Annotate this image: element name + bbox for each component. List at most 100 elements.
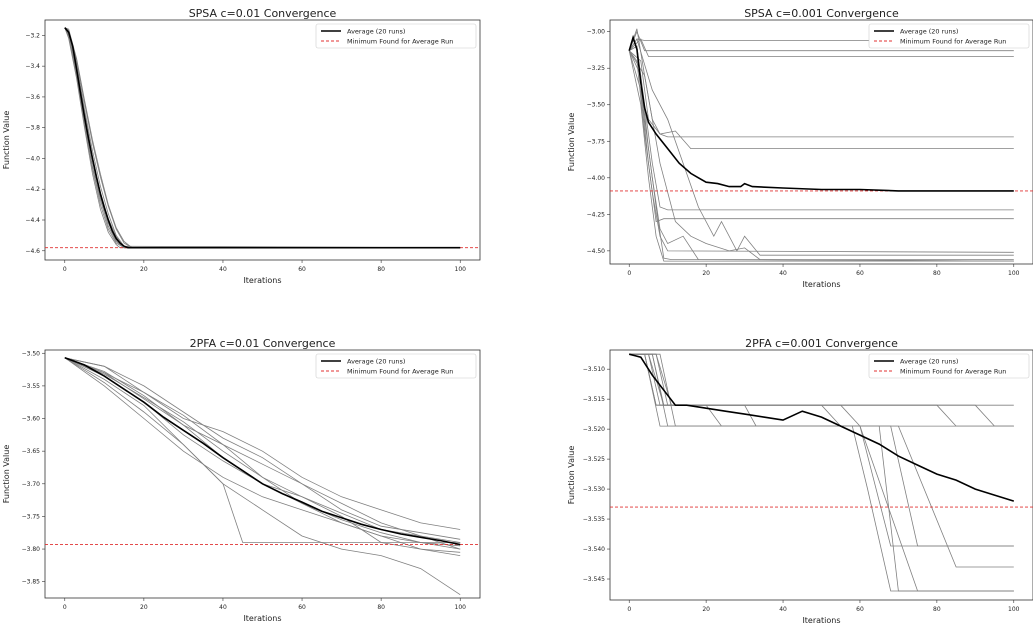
x-tick-label: 20 — [140, 266, 148, 273]
legend: Average (20 runs) Minimum Found for Avera… — [868, 23, 1030, 49]
legend-label: Minimum Found for Average Run — [347, 38, 453, 46]
plot-frame — [44, 19, 481, 261]
x-axis-label: Iterations — [243, 614, 281, 623]
run-series-line — [628, 50, 1014, 253]
x-axis-label: Iterations — [802, 280, 840, 289]
legend-box — [315, 353, 477, 379]
run-series-line — [64, 357, 461, 530]
average-series-line — [64, 357, 461, 546]
x-tick-label: 40 — [779, 606, 787, 613]
average-series-line — [64, 27, 461, 249]
chart-title: 2PFA c=0.001 Convergence — [745, 337, 898, 350]
x-tick-label: 40 — [219, 266, 227, 273]
y-axis-label: Function Value — [567, 446, 576, 505]
x-tick-label: 100 — [455, 604, 467, 611]
y-tick-label: −4.25 — [587, 211, 606, 218]
y-tick-label: −3.85 — [22, 579, 41, 586]
plot-frame — [609, 349, 1033, 601]
x-tick-label: 100 — [1008, 606, 1020, 613]
run-series-line — [64, 357, 461, 596]
run-series-line — [64, 27, 461, 249]
y-tick-label: −3.75 — [587, 138, 606, 145]
x-tick-label: 60 — [298, 266, 306, 273]
run-series-line — [64, 357, 461, 543]
plot-frame — [609, 19, 1033, 265]
x-axis-label: Iterations — [802, 616, 840, 624]
x-tick-label: 80 — [933, 606, 941, 613]
chart-panel-3: 2PFA c=0.01 Convergence Iterations Functio… — [2, 337, 481, 623]
y-axis-label: Function Value — [2, 445, 11, 504]
y-tick-label: −3.25 — [587, 65, 606, 72]
run-series-line — [64, 27, 461, 249]
run-series-line — [628, 50, 1014, 262]
legend-label: Average (20 runs) — [347, 358, 405, 366]
y-tick-label: −3.70 — [22, 481, 41, 488]
y-tick-label: −3.65 — [22, 448, 41, 455]
y-tick-label: −3.50 — [22, 350, 41, 357]
x-tick-label: 20 — [702, 270, 710, 277]
chart-panel-1: SPSA c=0.01 Convergence Iterations Functio… — [2, 7, 481, 285]
y-tick-label: −3.55 — [22, 383, 41, 390]
x-tick-label: 80 — [377, 266, 385, 273]
run-series-line — [64, 27, 461, 249]
average-series-line — [628, 34, 1014, 192]
x-tick-label: 80 — [933, 270, 941, 277]
run-series-line — [628, 38, 1014, 256]
run-series-line — [629, 353, 1014, 592]
y-tick-label: −3.4 — [25, 63, 40, 70]
x-tick-label: 0 — [627, 606, 631, 613]
run-series-line — [629, 353, 1014, 592]
y-tick-label: −4.4 — [25, 217, 40, 224]
average-series-line — [628, 353, 1015, 502]
y-tick-label: −4.2 — [25, 186, 40, 193]
legend-label: Average (20 runs) — [347, 28, 405, 36]
y-tick-label: −3.545 — [583, 576, 605, 583]
x-tick-label: 80 — [377, 604, 385, 611]
y-tick-label: −4.00 — [587, 175, 606, 182]
plot-area — [45, 27, 480, 249]
x-tick-label: 60 — [298, 604, 306, 611]
y-tick-label: −3.2 — [25, 32, 40, 39]
y-tick-label: −3.8 — [25, 125, 40, 132]
run-series-line — [628, 50, 1014, 260]
legend: Average (20 runs) Minimum Found for Avera… — [315, 23, 477, 49]
legend-label: Minimum Found for Average Run — [900, 368, 1006, 376]
y-tick-label: −3.525 — [583, 456, 605, 463]
chart-title: SPSA c=0.01 Convergence — [189, 7, 337, 20]
run-series-line — [64, 357, 461, 540]
run-series-line — [629, 353, 1014, 547]
run-series-line — [628, 50, 1014, 149]
x-tick-label: 0 — [627, 270, 631, 277]
y-tick-label: −3.515 — [583, 396, 605, 403]
x-tick-label: 60 — [856, 270, 864, 277]
legend-box — [315, 23, 477, 49]
legend-label: Average (20 runs) — [900, 358, 958, 366]
y-tick-label: −3.540 — [583, 546, 605, 553]
y-tick-label: −3.510 — [583, 366, 605, 373]
y-tick-label: −3.50 — [587, 102, 606, 109]
legend-label: Minimum Found for Average Run — [347, 368, 453, 376]
y-axis-label: Function Value — [2, 111, 11, 170]
y-tick-label: −3.75 — [22, 513, 41, 520]
y-tick-label: −3.80 — [22, 546, 41, 553]
x-tick-label: 100 — [1008, 270, 1020, 277]
run-series-line — [629, 353, 1014, 427]
x-tick-label: 60 — [856, 606, 864, 613]
legend-label: Minimum Found for Average Run — [900, 38, 1006, 46]
x-tick-label: 0 — [63, 266, 67, 273]
y-axis-label: Function Value — [567, 113, 576, 172]
legend-box — [868, 23, 1030, 49]
y-tick-label: −3.520 — [583, 426, 605, 433]
y-tick-label: −4.50 — [587, 248, 606, 255]
plot-frame — [44, 349, 481, 599]
x-tick-label: 100 — [455, 266, 467, 273]
y-tick-label: −4.0 — [25, 155, 40, 162]
chart-panel-4: 2PFA c=0.001 Convergence Iterations Functi… — [567, 337, 1033, 624]
x-axis-label: Iterations — [243, 276, 281, 285]
chart-title: SPSA c=0.001 Convergence — [744, 7, 899, 20]
x-tick-label: 20 — [702, 606, 710, 613]
y-tick-label: −3.530 — [583, 486, 605, 493]
run-series-line — [628, 50, 1014, 262]
x-tick-label: 40 — [779, 270, 787, 277]
